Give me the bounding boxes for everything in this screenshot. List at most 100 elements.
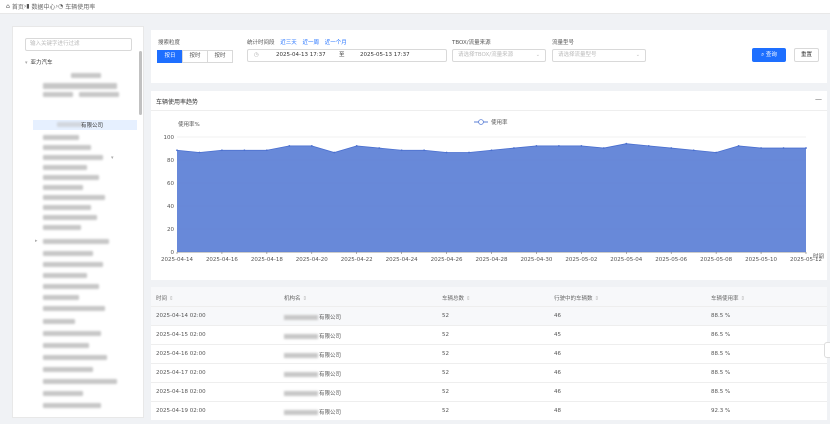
data-point[interactable]	[805, 147, 807, 149]
data-point[interactable]	[513, 147, 515, 149]
quick-link-week[interactable]: 近一周	[302, 40, 320, 46]
col-header-time[interactable]: 时间 ⇕	[156, 296, 174, 302]
sort-icon[interactable]: ⇕	[466, 296, 471, 302]
granularity-option-hour[interactable]: 按时	[182, 50, 208, 63]
tree-node-redacted[interactable]	[43, 367, 93, 372]
tree-node-redacted[interactable]	[79, 92, 119, 97]
col-header-org[interactable]: 机构名 ⇕	[284, 296, 308, 302]
tree-node-redacted[interactable]	[43, 155, 103, 160]
granularity-option-day[interactable]: 按日	[157, 50, 183, 63]
date-start[interactable]: 2025-04-13 17:37	[276, 52, 326, 58]
tree-node-redacted[interactable]	[43, 175, 99, 180]
data-point[interactable]	[625, 142, 628, 145]
data-point[interactable]	[400, 149, 403, 152]
date-range-picker[interactable]: ◷ 2025-04-13 17:37 至 2025-05-13 17:37	[247, 49, 447, 62]
tree-node-redacted[interactable]	[43, 343, 89, 348]
table-row[interactable]: 2025-04-18 02:00 有限公司 52 46 88.5 %	[151, 383, 827, 402]
tree-node-redacted[interactable]	[43, 355, 107, 360]
legend[interactable]: 使用率	[474, 118, 508, 126]
sort-icon[interactable]: ⇕	[302, 296, 308, 302]
granularity-label: 搜索粒度	[158, 40, 181, 46]
model-label: 流量型号	[552, 40, 575, 46]
tree-node-redacted[interactable]	[43, 92, 73, 97]
data-point[interactable]	[737, 144, 740, 147]
data-point[interactable]	[355, 144, 358, 147]
collapse-icon[interactable]: —	[815, 95, 822, 103]
col-header-total[interactable]: 车辆总数 ⇕	[442, 296, 471, 302]
tree-node-redacted[interactable]	[43, 83, 117, 89]
data-point[interactable]	[468, 151, 470, 154]
tree-node-redacted[interactable]	[43, 379, 117, 384]
tree-node-redacted[interactable]	[43, 225, 81, 230]
col-header-rate[interactable]: 车辆使用率 ⇕	[711, 296, 746, 302]
sort-icon[interactable]: ⇕	[594, 296, 600, 302]
data-point[interactable]	[602, 147, 605, 149]
tree-node-redacted[interactable]	[43, 251, 93, 256]
data-point[interactable]	[265, 149, 268, 152]
data-point[interactable]	[288, 144, 291, 147]
col-header-active[interactable]: 行驶中的车辆数 ⇕	[554, 296, 600, 302]
tree-node-redacted[interactable]	[43, 239, 109, 244]
tree-node-redacted[interactable]	[43, 403, 101, 408]
tree-node-redacted[interactable]	[43, 262, 103, 267]
data-point[interactable]	[782, 147, 785, 149]
tree-node-redacted[interactable]	[43, 273, 87, 278]
data-point[interactable]	[670, 147, 673, 149]
data-point[interactable]	[760, 147, 762, 149]
reset-button[interactable]: 重置	[794, 48, 819, 62]
data-point[interactable]	[333, 151, 336, 154]
table-row[interactable]: 2025-04-16 02:00 有限公司 52 46 88.5 %	[151, 345, 827, 364]
x-tick-label: 2025-05-08	[700, 257, 732, 263]
quick-link-month[interactable]: 近一个月	[324, 40, 347, 46]
breadcrumb-data-center[interactable]: ▮ 数据中心	[26, 3, 56, 11]
tree-node-redacted[interactable]	[43, 306, 105, 311]
sort-icon[interactable]: ⇕	[169, 296, 174, 302]
tree-node-redacted[interactable]	[43, 205, 91, 210]
tree-node-redacted[interactable]	[43, 295, 79, 300]
tree-scrollbar[interactable]	[139, 51, 142, 115]
tree-node-redacted[interactable]	[43, 165, 87, 170]
data-point[interactable]	[490, 149, 493, 152]
tree-node-root[interactable]: ▾ 亚力汽车	[25, 60, 53, 66]
tree-node-redacted[interactable]	[43, 391, 83, 396]
table-row[interactable]: 2025-04-19 02:00 有限公司 52 48 92.3 %	[151, 402, 827, 420]
data-point[interactable]	[198, 151, 201, 154]
data-point[interactable]	[715, 151, 718, 154]
search-button[interactable]: ⌕ 查询	[752, 48, 786, 62]
data-point[interactable]	[535, 144, 538, 147]
tree-node-selected[interactable]	[33, 120, 137, 130]
tree-node-redacted[interactable]	[43, 319, 75, 324]
table-row[interactable]: 2025-04-14 02:00 有限公司 52 46 88.5 %	[151, 307, 827, 326]
data-point[interactable]	[423, 149, 426, 152]
data-point[interactable]	[310, 144, 313, 147]
data-point[interactable]	[176, 149, 178, 152]
quick-link-3days[interactable]: 近三天	[280, 40, 297, 46]
granularity-option-hour-2[interactable]: 按时	[207, 50, 233, 63]
data-point[interactable]	[221, 149, 223, 152]
source-select[interactable]: 请选择TBOX/流量来源 ⌄	[452, 49, 546, 62]
data-point[interactable]	[647, 144, 650, 147]
tree-node-redacted[interactable]	[43, 145, 91, 150]
date-end[interactable]: 2025-05-13 17:37	[360, 52, 410, 58]
table-row[interactable]: 2025-04-17 02:00 有限公司 52 46 88.5 %	[151, 364, 827, 383]
data-point[interactable]	[378, 147, 381, 149]
tree-node-redacted[interactable]	[43, 284, 99, 289]
tree-node-redacted[interactable]	[43, 195, 105, 200]
data-point[interactable]	[445, 151, 448, 154]
breadcrumb-home[interactable]: ⌂ 首页	[6, 3, 24, 11]
table-row[interactable]: 2025-04-15 02:00 有限公司 52 45 86.5 %	[151, 326, 827, 345]
data-point[interactable]	[557, 144, 560, 147]
tree-node-redacted[interactable]	[43, 185, 83, 190]
tree-node-redacted[interactable]	[43, 215, 97, 220]
data-point[interactable]	[692, 149, 695, 152]
tree-node-redacted[interactable]	[71, 73, 101, 78]
data-point[interactable]	[580, 144, 583, 147]
side-toggle-button[interactable]	[824, 342, 830, 358]
tree-node-redacted[interactable]	[43, 135, 79, 140]
model-select[interactable]: 请选择流量型号 ⌄	[552, 49, 646, 62]
tree-filter-input[interactable]: 输入关键字进行过滤	[25, 38, 132, 51]
data-point[interactable]	[243, 149, 246, 152]
sort-icon[interactable]: ⇕	[740, 296, 746, 302]
x-tick-label: 2025-04-24	[386, 257, 418, 263]
tree-node-redacted[interactable]	[43, 331, 101, 336]
